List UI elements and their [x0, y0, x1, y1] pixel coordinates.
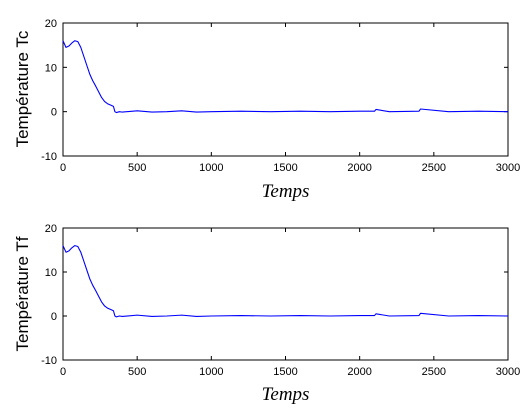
x-axis-label-1: Temps [262, 181, 310, 202]
axes-frame-1 [62, 22, 509, 157]
y-tick-label: 10 [45, 62, 57, 74]
x-tick-label: 500 [128, 162, 146, 174]
x-tick-label: 2000 [347, 366, 371, 378]
y-tick-label: 0 [51, 107, 57, 119]
y-axis-label-1: Température Tc [13, 30, 32, 147]
x-tick-label: 1500 [273, 162, 297, 174]
y-tick-label: -10 [41, 151, 57, 163]
axes-frame-2 [62, 227, 509, 361]
y-tick-label: 10 [45, 267, 57, 279]
y-tick-label: 20 [45, 18, 57, 30]
x-tick-label: 2000 [347, 162, 371, 174]
x-tick-label: 1000 [199, 366, 223, 378]
series-line-2-1 [62, 245, 509, 318]
y-tick-label: 0 [51, 311, 57, 323]
y-axis-label-2: Température Tf [13, 236, 32, 351]
y-tick-label: -10 [41, 355, 57, 367]
x-tick-label: 1000 [199, 162, 223, 174]
series-line-1-1 [62, 40, 509, 114]
y-tick-label: 20 [45, 223, 57, 235]
x-tick-label: 1500 [273, 366, 297, 378]
x-tick-label: 2500 [422, 162, 446, 174]
x-axis-label-2: Temps [262, 384, 310, 405]
x-tick-label: 0 [60, 162, 66, 174]
x-tick-label: 3000 [496, 162, 520, 174]
x-tick-label: 500 [128, 366, 146, 378]
x-tick-label: 0 [60, 366, 66, 378]
x-tick-label: 3000 [496, 366, 520, 378]
x-tick-label: 2500 [422, 366, 446, 378]
